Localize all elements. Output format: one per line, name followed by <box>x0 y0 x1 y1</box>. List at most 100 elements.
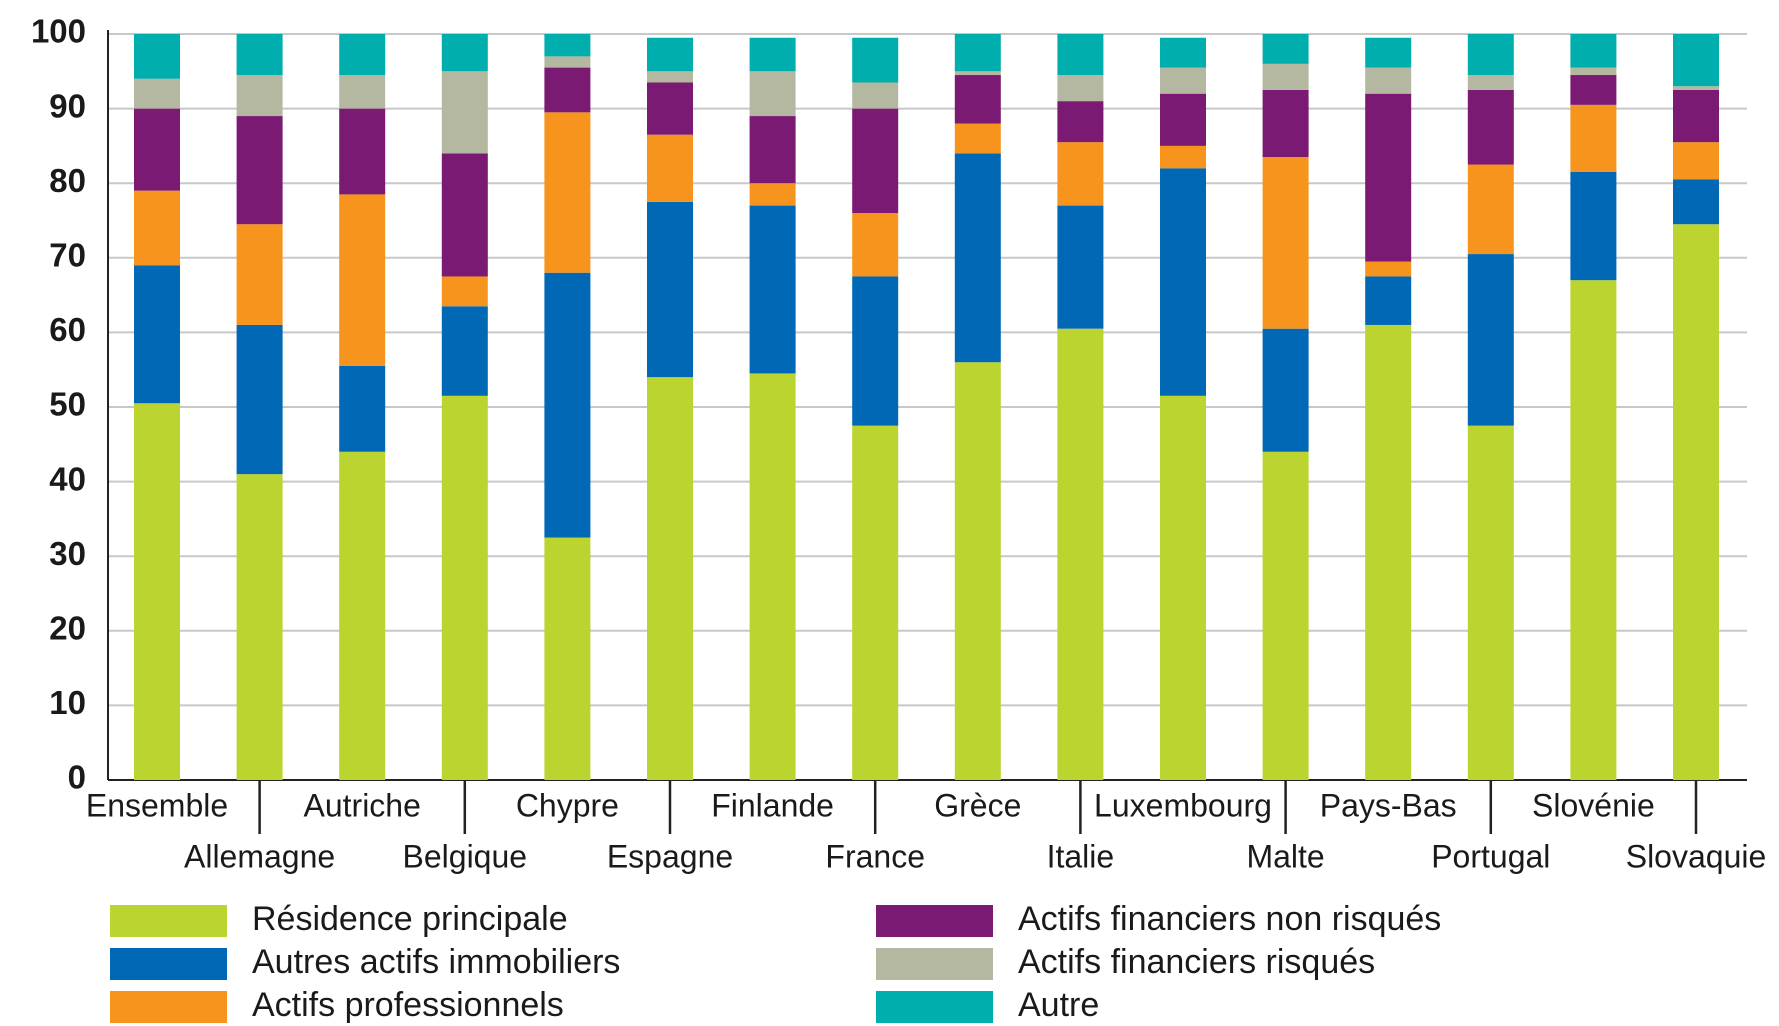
bar-segment <box>852 108 899 214</box>
bar-segment <box>954 71 1001 76</box>
y-tick-label: 10 <box>49 684 86 721</box>
bar-segment <box>1467 254 1514 426</box>
legend-label: Actifs professionnels <box>252 986 564 1024</box>
bar-segment <box>441 306 488 396</box>
x-tick-label: Ensemble <box>86 787 228 823</box>
x-tick-label: Portugal <box>1431 838 1550 874</box>
bar-segment <box>339 451 386 780</box>
bar-segment <box>1673 34 1719 87</box>
bar-segment <box>1673 179 1719 225</box>
x-tick-label: Pays-Bas <box>1320 787 1457 823</box>
bar-segment <box>1057 328 1104 780</box>
y-tick-label: 20 <box>49 610 86 647</box>
y-tick-label: 100 <box>31 13 86 50</box>
bar-segment <box>1057 205 1104 329</box>
bar-segment <box>749 183 796 206</box>
bar-segment <box>441 395 488 780</box>
x-tick-label: Finlande <box>711 787 834 823</box>
bar-segment <box>749 116 796 184</box>
bar-segment <box>134 265 180 404</box>
bar-segment <box>1160 93 1206 146</box>
bar-segment <box>1262 328 1309 452</box>
bar-segment <box>1160 37 1206 68</box>
bar-segment <box>1057 75 1104 102</box>
bar-segment <box>1570 172 1617 281</box>
bar-segment <box>1570 280 1617 780</box>
bar-segment <box>954 362 1001 780</box>
bar-segment <box>954 34 1001 72</box>
bar-segment <box>441 34 488 72</box>
bar-segment <box>749 205 796 374</box>
bar-segment <box>749 37 796 72</box>
bar-segment <box>1570 34 1617 68</box>
x-tick-label: Allemagne <box>184 838 335 874</box>
bar-segment <box>647 37 693 72</box>
bar-segment <box>339 34 386 76</box>
bar-segment <box>339 365 386 452</box>
x-tick-label: Luxembourg <box>1094 787 1272 823</box>
bar-segment <box>1365 276 1412 325</box>
bar-segment <box>1467 425 1514 780</box>
bar-segment <box>1570 67 1617 76</box>
bar-segment <box>647 201 693 378</box>
bar-segment <box>954 75 1001 124</box>
bar-segment <box>1365 37 1412 68</box>
bar-segment <box>1673 86 1719 90</box>
bar-segment <box>544 112 591 273</box>
bar-segment <box>1673 89 1719 143</box>
bar-segment <box>544 537 591 780</box>
bar-segment <box>1262 451 1309 780</box>
x-tick-label: Slovénie <box>1532 787 1655 823</box>
bar-segment <box>339 75 386 109</box>
y-tick-label: 70 <box>49 237 86 274</box>
bar-segment <box>1262 63 1309 90</box>
bar-segment <box>1365 324 1412 780</box>
bar-segment <box>441 71 488 154</box>
bar-segment <box>1467 89 1514 165</box>
legend-label: Autres actifs immobiliers <box>252 943 620 981</box>
y-tick-label: 80 <box>49 162 86 199</box>
bar-segment <box>236 116 283 225</box>
bar-segment <box>1262 157 1309 329</box>
bar-segment <box>852 213 899 277</box>
bar-segment <box>1160 67 1206 94</box>
bar-segment <box>339 108 386 195</box>
bar-segment <box>954 153 1001 363</box>
bar-segment <box>647 82 693 135</box>
bar-segment <box>1262 89 1309 158</box>
bar-segment <box>1262 34 1309 64</box>
bar-segment <box>749 71 796 117</box>
bar-segment <box>852 37 899 83</box>
bar-segment <box>1057 34 1104 76</box>
bar-segment <box>1057 142 1104 206</box>
x-tick-label: France <box>825 838 925 874</box>
bar-segment <box>1160 395 1206 780</box>
legend-swatch <box>110 905 227 937</box>
legend-swatch <box>876 948 993 980</box>
bar-segment <box>544 34 591 57</box>
bar-segment <box>1467 164 1514 255</box>
x-tick-label: Chypre <box>516 787 619 823</box>
bar-segment <box>1160 145 1206 169</box>
bar-segment <box>647 71 693 83</box>
bar-segment <box>236 34 283 76</box>
bar-segment <box>852 276 899 426</box>
bar-segment <box>852 82 899 109</box>
bar-segment <box>236 224 283 325</box>
bar-segment <box>1570 75 1617 105</box>
bar-segment <box>544 272 591 538</box>
bar-segment <box>441 276 488 307</box>
x-tick-label: Italie <box>1047 838 1115 874</box>
y-tick-label: 30 <box>49 535 86 572</box>
y-tick-label: 90 <box>49 87 86 124</box>
x-tick-label: Malte <box>1246 838 1324 874</box>
y-tick-label: 40 <box>49 460 86 497</box>
x-tick-label: Slovaquie <box>1626 838 1767 874</box>
bar-segment <box>134 403 180 780</box>
bar-segment <box>134 190 180 266</box>
bar-segment <box>954 123 1001 154</box>
bar-segment <box>1673 224 1719 781</box>
y-tick-label: 60 <box>49 311 86 348</box>
bar-segment <box>1673 142 1719 180</box>
